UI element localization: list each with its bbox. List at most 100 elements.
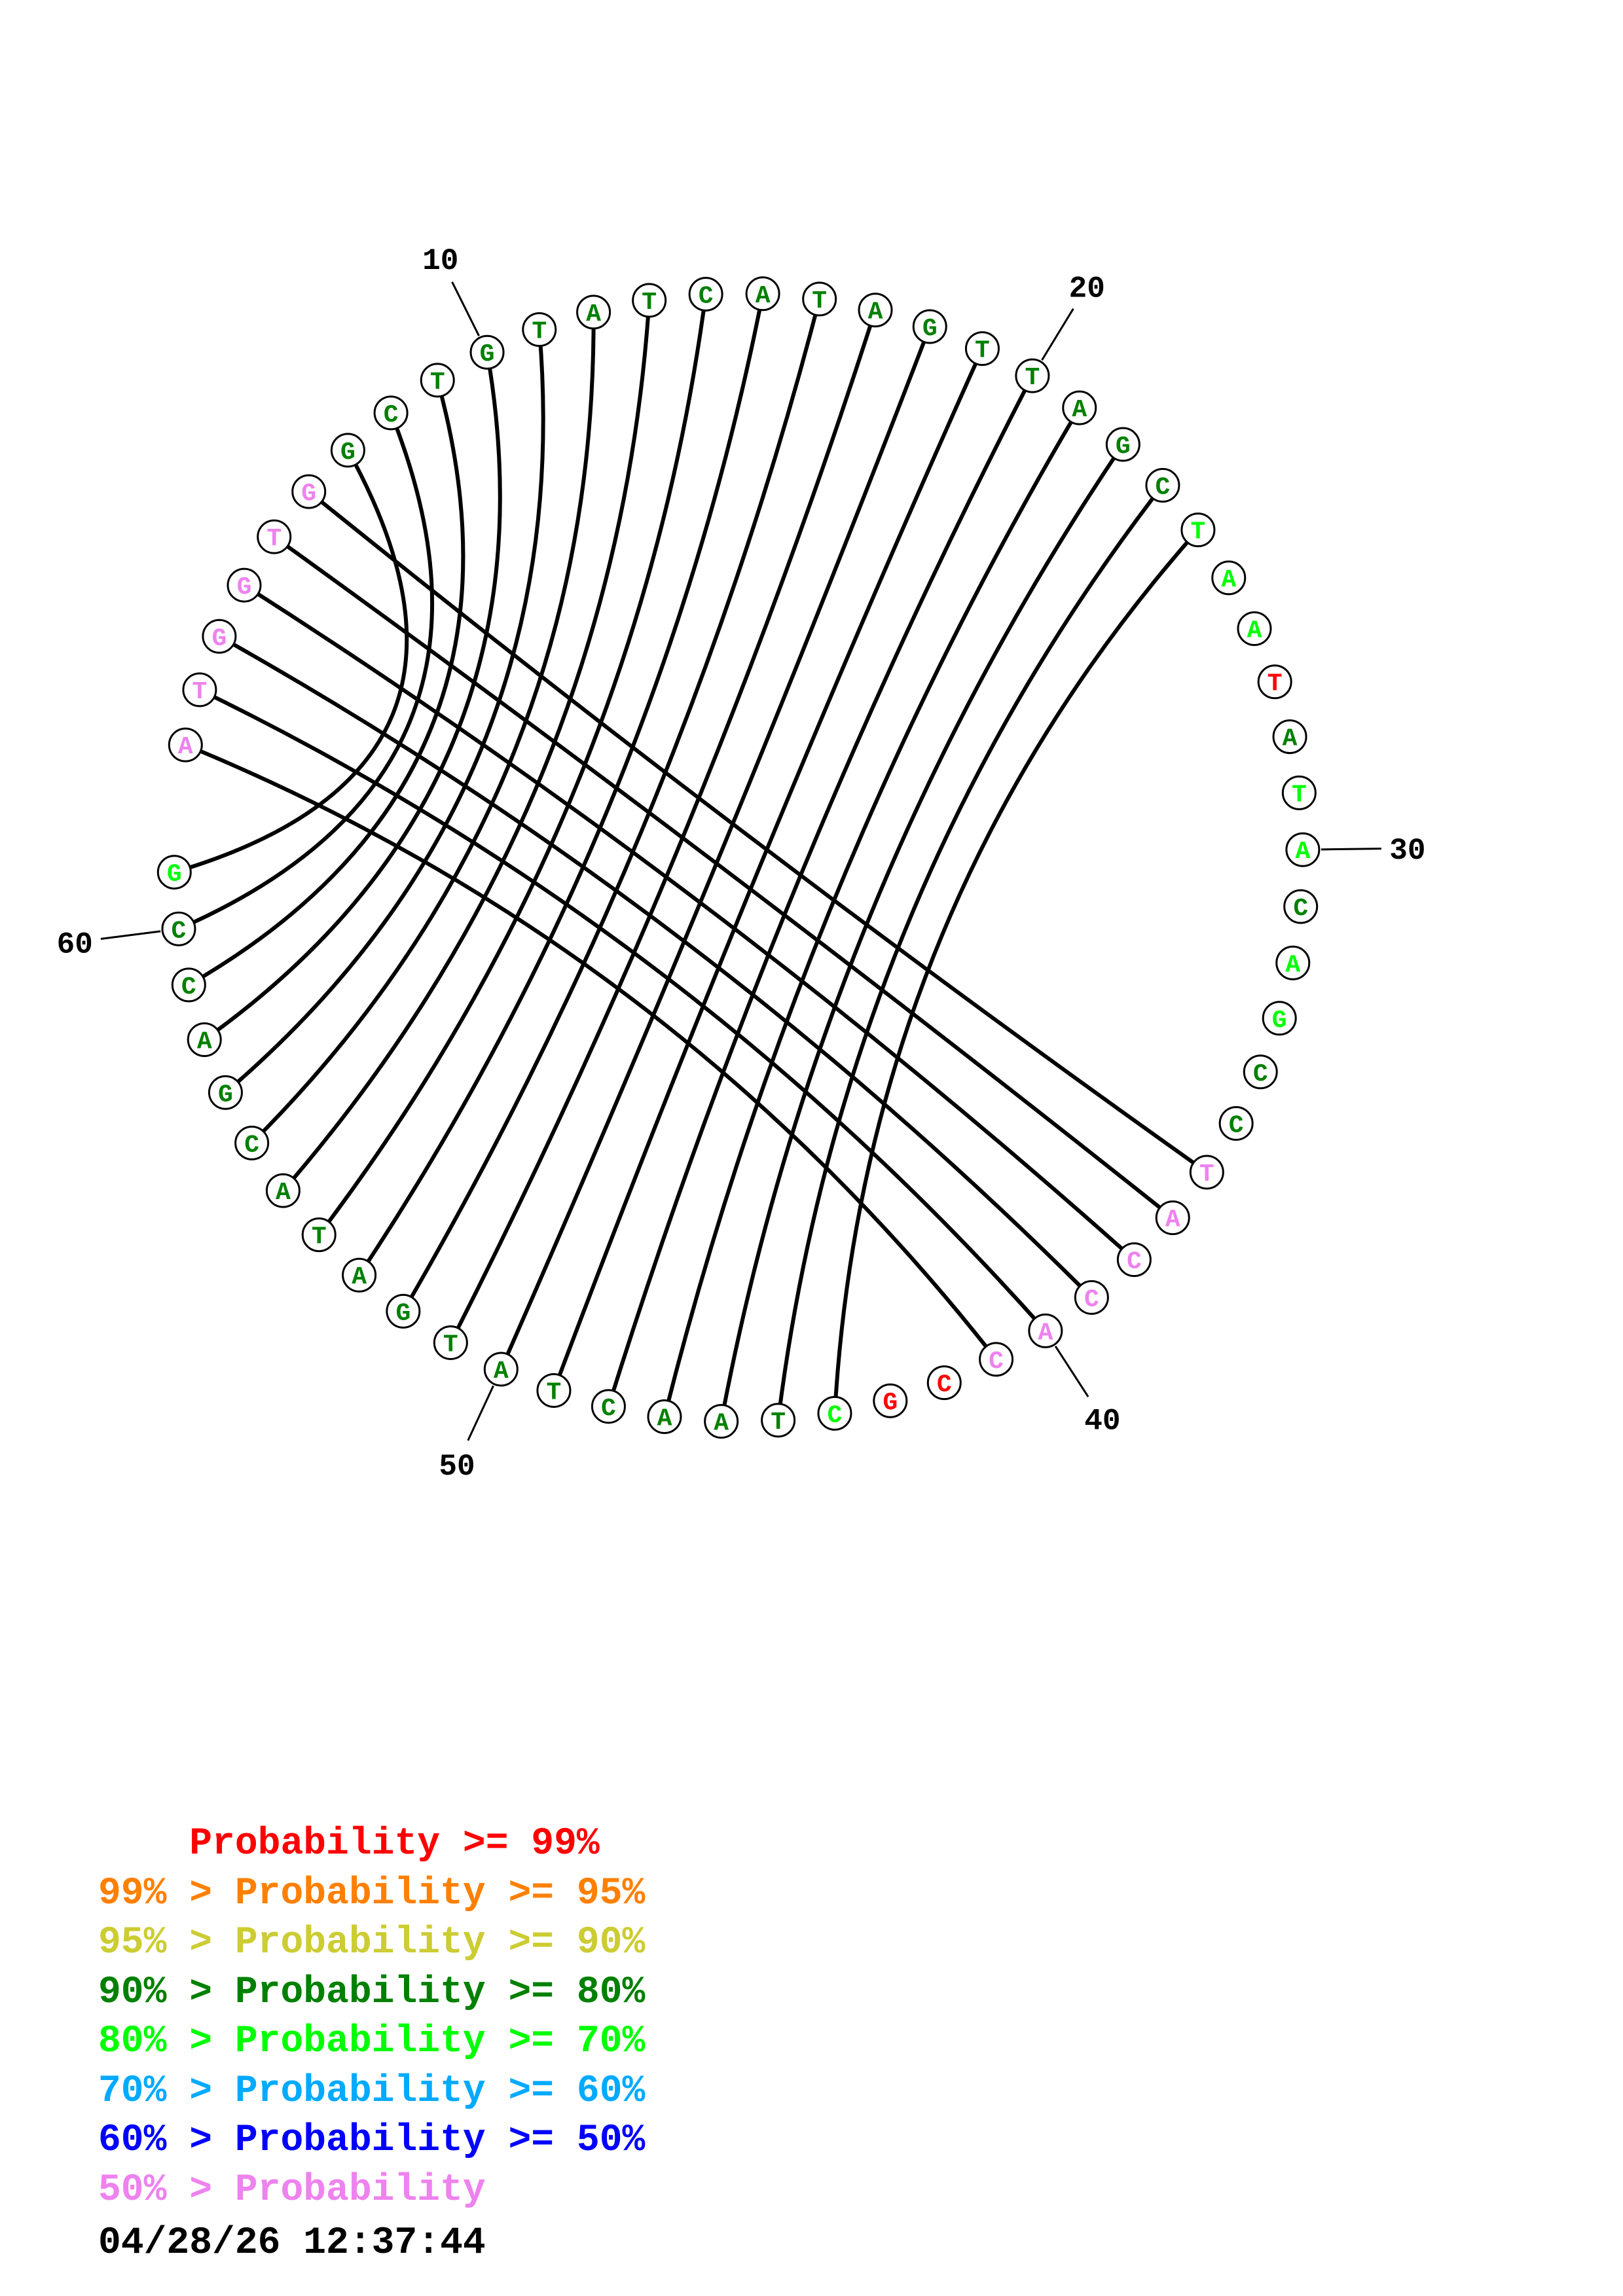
nucleotide-node: G [469, 334, 505, 370]
nucleotide-node: A [168, 727, 203, 762]
legend-row-3: 95% > Probability >= 90% [98, 1918, 645, 1968]
nucleotide-circle [1257, 664, 1292, 700]
nucleotide-letter: A [197, 1028, 212, 1056]
nucleotide-letter: C [172, 917, 187, 945]
nucleotide-circle [420, 363, 455, 398]
nucleotide-circle [1145, 467, 1180, 503]
position-tick [100, 930, 161, 940]
nucleotide-letter: G [301, 480, 316, 508]
nucleotide-letter: A [1285, 951, 1300, 979]
nucleotide-circle [1218, 1105, 1254, 1141]
nucleotide-letter: A [586, 300, 601, 329]
nucleotide-letter: T [312, 1223, 327, 1251]
nucleotide-node: A [483, 1352, 519, 1387]
nucleotide-letter: C [1156, 473, 1171, 501]
position-tick [1321, 848, 1381, 851]
nucleotide-circle [704, 1404, 739, 1439]
base-pair-arcs [173, 293, 1209, 1422]
nucleotide-node: C [591, 1389, 626, 1424]
legend-row-4: 90% > Probability >= 80% [98, 1968, 645, 2018]
nucleotide-node: G [291, 474, 327, 509]
nucleotide-letter: T [532, 317, 547, 346]
nucleotide-circle [301, 1217, 337, 1253]
nucleotide-letter: T [1199, 1160, 1214, 1189]
nucleotide-letter: T [1292, 781, 1307, 809]
base-pair-arc [401, 298, 822, 1312]
nucleotide-letter: A [714, 1410, 729, 1438]
base-pair-arc [282, 300, 651, 1193]
nucleotide-letter: G [395, 1299, 410, 1327]
nucleotide-circle [1015, 358, 1050, 393]
nucleotide-letter: C [1229, 1111, 1244, 1139]
nucleotide-letter: C [1253, 1060, 1268, 1088]
nucleotide-node: A [704, 1404, 739, 1439]
base-pair-arc [499, 325, 932, 1371]
nucleotide-node: T [1281, 775, 1317, 810]
legend-row-4-text: 90% > Probability >= 80% [98, 1971, 646, 2014]
legend-row-5-text: 80% > Probability >= 70% [98, 2020, 646, 2063]
nucleotide-letter: C [699, 282, 714, 310]
nucleotide-letter: A [276, 1179, 291, 1207]
nucleotide-circle [1189, 1155, 1224, 1190]
legend-row-2-text: 99% > Probability >= 95% [98, 1872, 646, 1915]
probability-legend: Probability >= 99% 99% > Probability >= … [98, 1820, 645, 2215]
legend-row-7-text: 60% > Probability >= 50% [98, 2119, 646, 2162]
nucleotide-node: G [1105, 427, 1140, 462]
nucleotide-circle [817, 1395, 852, 1431]
nucleotide-letter: G [883, 1389, 898, 1417]
position-label: 10 [422, 244, 458, 278]
nucleotide-node: C [171, 967, 206, 1003]
nucleotide-node: A [1155, 1200, 1190, 1236]
nucleotide-letter: A [1296, 838, 1311, 866]
nucleotide-circle [1237, 611, 1272, 647]
legend-row-8: 50% > Probability [98, 2166, 645, 2215]
nucleotide-node: C [1145, 467, 1180, 503]
nucleotide-letter: G [1272, 1007, 1287, 1035]
nucleotide-circle [373, 395, 409, 431]
nucleotide-node: C [234, 1125, 270, 1160]
base-pair-arc [307, 490, 1209, 1174]
base-pair-arc [776, 484, 1165, 1421]
legend-row-1: Probability >= 99% [98, 1820, 645, 1869]
nucleotide-letter: A [657, 1405, 672, 1433]
nucleotide-circle [647, 1399, 682, 1435]
base-pair-arc [198, 688, 1048, 1333]
timestamp: 04/28/26 12:37:44 [98, 2222, 486, 2265]
nucleotide-circle [386, 1293, 421, 1329]
nucleotide-node: G [202, 619, 237, 654]
base-pair-arc [203, 351, 502, 1041]
nucleotide-circle [1116, 1242, 1152, 1278]
nucleotide-circle [156, 855, 192, 890]
nucleotide-node: T [536, 1373, 572, 1408]
base-pair-arc [224, 329, 545, 1094]
nucleotide-circle [182, 672, 217, 708]
nucleotide-circle [469, 334, 505, 370]
nucleotide-letter: T [430, 368, 445, 397]
base-pair-arc [177, 412, 434, 931]
base-pair-arc [317, 294, 708, 1236]
nucleotide-circle [1105, 427, 1140, 462]
nucleotide-node: C [1283, 889, 1319, 924]
nucleotide-circle [522, 312, 557, 347]
base-pair-arc [250, 312, 596, 1145]
nucleotide-circle [483, 1352, 519, 1387]
nucleotide-circle [1180, 512, 1216, 548]
position-tick [467, 1385, 494, 1441]
nucleotide-circle [1074, 1280, 1109, 1315]
base-pair-arc [719, 443, 1125, 1422]
nucleotide-circle [1243, 1054, 1278, 1090]
nucleotide-node: C [817, 1395, 852, 1431]
nucleotide-node: G [208, 1075, 243, 1110]
nucleotide-node: T [1257, 664, 1292, 700]
position-label: 20 [1069, 272, 1105, 306]
position-tick [1054, 1346, 1089, 1397]
nucleotide-letter: C [989, 1348, 1004, 1376]
nucleotide-circle [291, 474, 327, 509]
nucleotide-letter: T [1191, 518, 1206, 547]
nucleotide-circle [1262, 1001, 1297, 1036]
nucleotide-node: A [576, 295, 611, 330]
nucleotide-circle [227, 567, 262, 603]
nucleotide-circle [761, 1403, 796, 1438]
nucleotide-circle [688, 276, 723, 312]
